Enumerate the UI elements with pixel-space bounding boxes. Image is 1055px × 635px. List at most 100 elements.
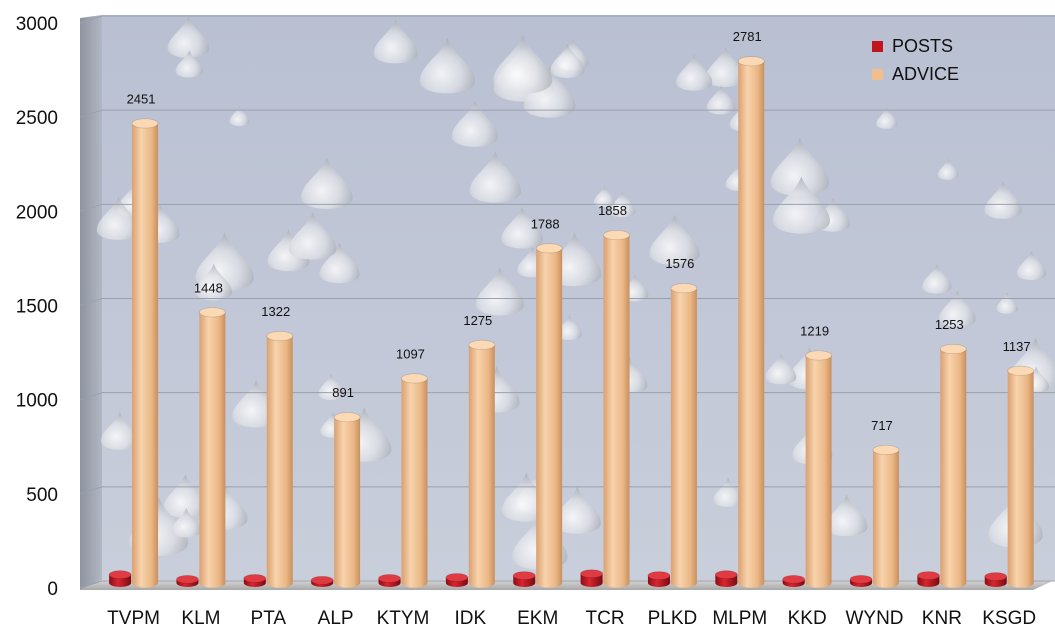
y-tick-label: 1000	[16, 391, 58, 412]
water-drop	[765, 353, 797, 385]
water-drop	[100, 411, 139, 450]
bar-advice	[468, 339, 496, 588]
x-tick-label: WYND	[845, 608, 903, 629]
bar-posts	[512, 571, 536, 587]
water-drop	[289, 212, 337, 260]
x-tick-label: KKD	[788, 608, 827, 629]
water-drop	[167, 16, 210, 58]
water-drop	[706, 85, 736, 115]
y-tick-label: 2000	[16, 202, 58, 223]
bar-posts	[243, 574, 267, 587]
data-label-advice: 2451	[127, 91, 156, 106]
gridline-side	[79, 109, 103, 118]
water-drop	[319, 242, 360, 284]
water-drop	[523, 65, 576, 118]
bar-advice	[805, 350, 832, 588]
bar-posts	[984, 572, 1008, 587]
water-drop	[938, 290, 976, 328]
gridline-side	[79, 298, 103, 306]
water-drop	[171, 507, 202, 538]
water-drop	[451, 100, 499, 147]
water-drop	[267, 229, 310, 272]
water-drop	[373, 19, 418, 64]
data-label-advice: 1448	[194, 280, 223, 295]
gridline-side	[79, 580, 103, 589]
bar-posts	[714, 570, 738, 587]
bar-posts	[916, 571, 940, 587]
water-drop	[825, 494, 868, 537]
legend-label-advice: ADVICE	[892, 63, 960, 84]
water-drop	[876, 107, 898, 129]
data-label-advice: 1322	[261, 304, 290, 319]
bar-posts	[108, 570, 132, 587]
water-drop	[713, 477, 743, 507]
x-tick-label: PTA	[251, 608, 287, 629]
data-label-advice: 1219	[800, 323, 829, 338]
x-tick-label: KSGD	[982, 608, 1036, 629]
bar-advice	[872, 444, 900, 588]
x-tick-label: KNR	[922, 608, 962, 629]
x-tick-label: EKM	[517, 608, 558, 629]
water-drop	[1016, 250, 1047, 281]
water-drop	[553, 486, 601, 534]
gridline-side	[79, 15, 103, 24]
bar-posts	[445, 573, 469, 587]
bar-advice	[401, 373, 428, 588]
water-drop	[163, 474, 208, 518]
y-tick-label: 3000	[16, 14, 58, 35]
water-drop	[772, 176, 830, 234]
bar-posts	[378, 574, 401, 587]
bar-posts	[176, 574, 199, 587]
legend-label-posts: POSTS	[892, 35, 954, 56]
bar-posts	[580, 569, 604, 587]
data-label-advice: 717	[871, 418, 893, 433]
water-drop	[96, 196, 141, 240]
water-drop	[501, 206, 543, 249]
data-label-advice: 1275	[463, 313, 492, 328]
data-label-advice: 1858	[598, 203, 627, 218]
data-label-advice: 1253	[935, 317, 964, 332]
bar-advice	[333, 412, 361, 588]
y-tick-label: 1500	[16, 297, 58, 318]
y-tick-label: 500	[26, 485, 58, 506]
water-drop	[195, 263, 233, 301]
data-label-advice: 1097	[396, 346, 425, 361]
bar-advice	[131, 118, 159, 588]
gridline-side	[79, 203, 103, 212]
water-drop	[705, 47, 746, 87]
data-label-advice: 1137	[1003, 339, 1031, 354]
x-tick-label: IDK	[455, 608, 487, 629]
y-tick-label: 0	[47, 579, 58, 600]
bar-advice	[670, 283, 698, 588]
bar-advice	[535, 243, 563, 588]
bar-advice	[737, 56, 765, 588]
x-tick-label: TCR	[586, 608, 625, 629]
water-drop	[922, 264, 952, 294]
posts-swatch	[872, 40, 883, 52]
water-drop	[493, 35, 553, 94]
water-drop	[649, 214, 700, 266]
bar-advice	[1007, 365, 1035, 588]
legend-item-advice: ADVICE	[872, 60, 959, 88]
bar-advice	[603, 229, 630, 588]
water-drop	[557, 315, 582, 340]
x-tick-label: MLPM	[712, 608, 767, 629]
water-drop	[593, 185, 615, 207]
water-drop	[301, 157, 353, 210]
x-tick-label: TVPM	[107, 608, 160, 629]
x-tick-label: ALP	[318, 608, 354, 629]
water-drop	[550, 43, 585, 78]
water-drop	[469, 151, 521, 203]
data-label-advice: 2781	[733, 29, 762, 44]
bar-posts	[849, 574, 873, 587]
water-drop	[419, 38, 475, 94]
water-drop	[770, 137, 829, 196]
water-drop	[175, 50, 204, 78]
bar-advice	[266, 330, 294, 588]
bar-posts	[647, 571, 671, 587]
water-drop	[676, 54, 713, 91]
data-label-advice: 891	[332, 385, 354, 400]
water-drop	[996, 292, 1018, 314]
